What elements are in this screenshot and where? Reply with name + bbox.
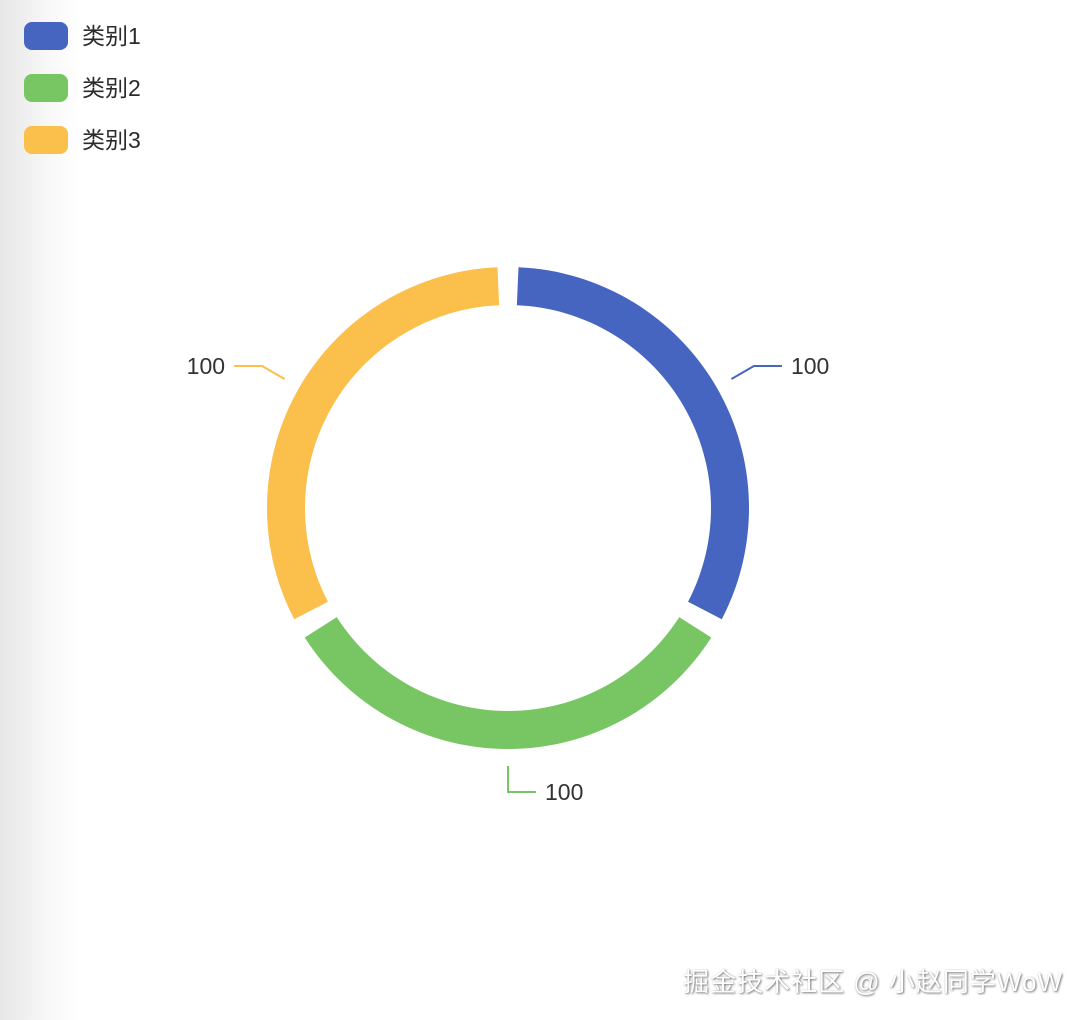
label-leader-line-类别2 <box>507 766 536 793</box>
slice-value-label-类别1: 100 <box>791 353 829 379</box>
watermark-text: 掘金技术社区 @ 小赵同学WoW <box>683 967 1063 997</box>
legend-item-category3[interactable]: 类别3 <box>24 126 141 154</box>
slice-value-label-类别2: 100 <box>545 779 583 805</box>
donut-slice-类别1[interactable] <box>516 267 749 620</box>
label-leader-line-类别1 <box>730 365 782 380</box>
legend-item-category2[interactable]: 类别2 <box>24 74 141 102</box>
donut-slice-类别3[interactable] <box>267 267 500 620</box>
slice-value-label-类别3: 100 <box>187 353 225 379</box>
legend-swatch-category2 <box>24 74 68 102</box>
legend-swatch-category1 <box>24 22 68 50</box>
legend-label-category1: 类别1 <box>82 23 141 49</box>
legend-label-category3: 类别3 <box>82 127 141 153</box>
page-left-shadow <box>0 0 80 1020</box>
chart-legend: 类别1 类别2 类别3 <box>24 22 141 178</box>
legend-swatch-category3 <box>24 126 68 154</box>
legend-label-category2: 类别2 <box>82 75 141 101</box>
legend-item-category1[interactable]: 类别1 <box>24 22 141 50</box>
label-leader-line-类别3 <box>234 365 286 380</box>
donut-slice-类别2[interactable] <box>304 617 712 750</box>
